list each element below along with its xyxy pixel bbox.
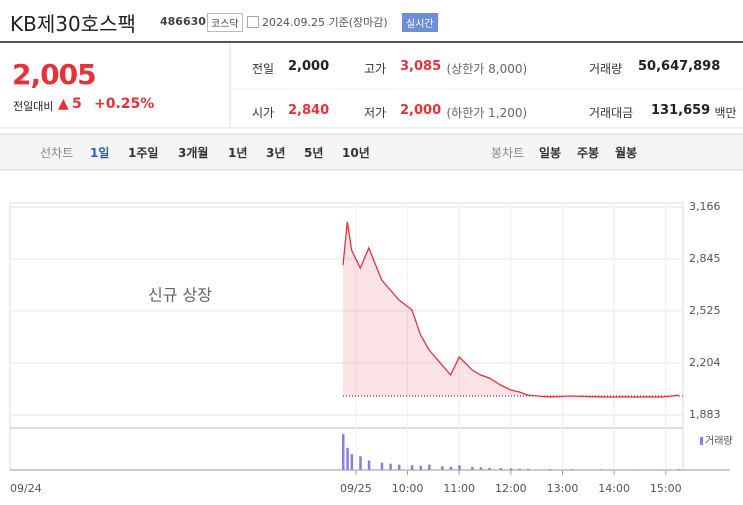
volume-bar: [367, 460, 371, 470]
x-tick-label: 12:00: [495, 482, 527, 495]
tab[interactable]: 주봉: [577, 146, 600, 160]
volume-bar: [509, 468, 513, 470]
volume-bar: [389, 463, 392, 470]
stock-name: KB제30호스팩: [10, 12, 136, 36]
tab-bar-bg: [0, 134, 743, 170]
volume-bar: [346, 447, 349, 470]
volume-bar: [479, 467, 483, 470]
x-tick-label: 15:00: [650, 482, 682, 495]
market-badge: 코스닥: [207, 13, 243, 32]
calendar-icon: [247, 16, 259, 28]
change-arrow: ▲: [58, 96, 69, 112]
volume-bar: [488, 467, 491, 470]
quote-label: 고가: [364, 62, 387, 76]
quote-label: 전일: [252, 62, 275, 76]
volume-bar: [359, 456, 362, 470]
quote-value: 2,000: [400, 103, 442, 118]
tab[interactable]: 10년: [342, 146, 370, 160]
tab[interactable]: 1년: [228, 146, 248, 160]
volume-bar: [570, 469, 573, 470]
annotation: 신규 상장: [148, 286, 212, 305]
volume-bar: [527, 468, 530, 470]
quote-label: 시가: [252, 106, 275, 120]
x-tick-label: 09/25: [340, 482, 372, 495]
change-rate: +0.25%: [94, 96, 155, 112]
quote-unit: 백만: [714, 106, 737, 120]
x-tick-label: 10:00: [392, 482, 424, 495]
volume-bar: [419, 465, 422, 470]
tab[interactable]: 3개월: [178, 146, 209, 160]
stock-code: 486630: [160, 15, 206, 28]
y-tick-label: 1,883: [689, 408, 721, 421]
tab-group-label: 봉차트: [491, 146, 525, 160]
volume-bar: [660, 469, 663, 470]
y-tick-label: 2,525: [689, 304, 721, 317]
volume-bar: [630, 469, 633, 470]
change: 5: [72, 96, 82, 112]
volume-bar: [449, 466, 453, 470]
volume-bar: [440, 466, 444, 470]
volume-bar: [518, 468, 521, 470]
quote-label: 거래량: [589, 62, 623, 76]
price: 2,005: [12, 58, 97, 91]
x-tick-label: 11:00: [443, 482, 475, 495]
y-tick-label: 2,845: [689, 252, 721, 265]
volume-bar: [499, 468, 503, 470]
legend-swatch: [700, 437, 703, 445]
x-tick-label: 14:00: [598, 482, 630, 495]
volume-bar: [548, 469, 552, 470]
quote-note: (하한가 1,200): [446, 106, 528, 120]
price-line: [342, 221, 679, 398]
tab[interactable]: 1주일: [128, 146, 159, 160]
realtime-badge[interactable]: 실시간: [402, 13, 438, 32]
volume-bar: [410, 465, 414, 470]
volume-bar: [471, 467, 474, 470]
volume-bar: [380, 462, 384, 470]
tab-group-label: 선차트: [40, 146, 74, 160]
quote-label: 거래대금: [589, 106, 634, 120]
tab[interactable]: 일봉: [539, 146, 562, 160]
x-tick-label: 13:00: [547, 482, 579, 495]
quote-value: 50,647,898: [638, 59, 721, 74]
volume-bar: [342, 434, 345, 470]
volume-bar: [397, 464, 401, 470]
y-tick-label: 3,166: [689, 200, 721, 213]
tab[interactable]: 월봉: [615, 146, 638, 160]
volume-bar: [428, 464, 431, 470]
price-area: [343, 221, 679, 397]
quote-value: 131,659: [651, 103, 711, 118]
y-tick-label: 2,204: [689, 356, 721, 369]
tab[interactable]: 1일: [90, 146, 110, 160]
x-tick-label: 09/24: [10, 482, 42, 495]
quote-label: 저가: [364, 106, 387, 120]
tab[interactable]: 3년: [266, 146, 286, 160]
volume-bar: [600, 469, 603, 470]
quote-value: 2,840: [288, 103, 330, 118]
volume-bar: [350, 454, 354, 470]
volume-bar: [677, 469, 681, 470]
quote-value: 2,000: [288, 59, 330, 74]
change-label: 전일대비: [13, 100, 54, 113]
quote-note: (상한가 8,000): [446, 62, 528, 76]
volume-bar: [458, 465, 461, 470]
date: 2024.09.25 기준(장마감): [262, 16, 388, 29]
legend-label: 거래량: [705, 435, 733, 447]
quote-value: 3,085: [400, 59, 442, 74]
tab[interactable]: 5년: [304, 146, 324, 160]
